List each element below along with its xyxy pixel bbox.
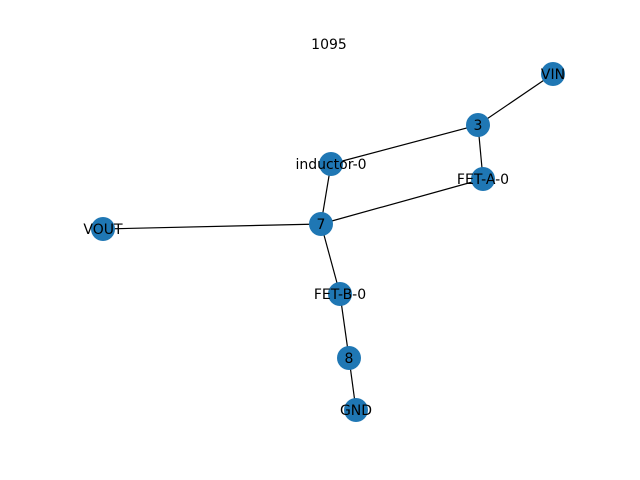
node-VOUT <box>91 217 115 241</box>
node-label-7: 7 <box>317 217 326 233</box>
node-GND <box>344 398 368 422</box>
node-3 <box>466 113 490 137</box>
edge-7-FET-B-0 <box>320 223 341 295</box>
node-label-VOUT: VOUT <box>83 222 123 238</box>
node-label-VIN: VIN <box>541 67 565 83</box>
node-label-inductor-0: inductor-0 <box>295 157 366 173</box>
node-VIN <box>541 62 565 86</box>
node-8 <box>337 346 361 370</box>
edge-VIN-3 <box>477 73 554 126</box>
node-label-3: 3 <box>474 118 483 134</box>
node-label-FET-B-0: FET-B-0 <box>314 287 366 303</box>
node-FET-A-0 <box>471 167 495 191</box>
labels-layer: VIN 3 inductor-0 FET-A-0 7 VOUT FET-B-0 8 GND <box>83 67 565 419</box>
node-label-8: 8 <box>345 351 354 367</box>
node-inductor-0 <box>319 152 343 176</box>
edge-3-inductor-0 <box>330 124 479 165</box>
graph-title: 1095 <box>311 37 347 53</box>
edge-FET-A-0-7 <box>320 178 484 225</box>
node-FET-B-0 <box>328 282 352 306</box>
nodes-layer <box>91 62 565 422</box>
node-label-FET-A-0: FET-A-0 <box>457 172 509 188</box>
node-7 <box>309 212 333 236</box>
node-label-GND: GND <box>340 403 372 419</box>
edge-7-VOUT <box>102 223 322 230</box>
